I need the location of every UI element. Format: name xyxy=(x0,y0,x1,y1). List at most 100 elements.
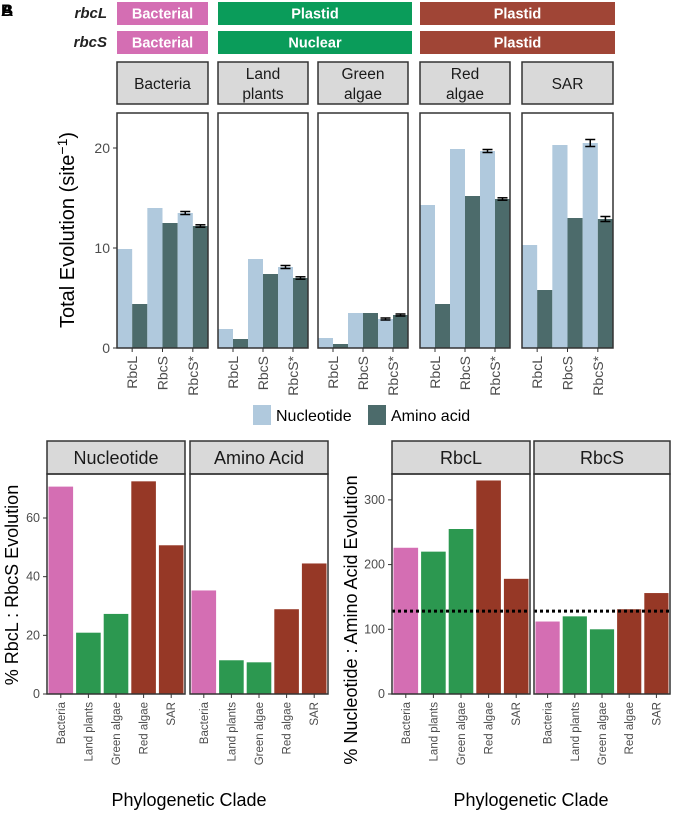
x-tick-label: Bacteria xyxy=(543,701,555,744)
facet-strip-label: RbcS xyxy=(580,448,624,468)
bar-nucleotide xyxy=(278,267,293,348)
bar-nucleotide xyxy=(318,338,333,348)
y-axis-title: Total Evolution (site−1) xyxy=(54,132,79,328)
gene-label: rbcS xyxy=(74,34,107,51)
facet-strip xyxy=(217,61,309,105)
bar-nucleotide xyxy=(348,313,363,348)
x-tick-label: Red algae xyxy=(282,702,294,754)
facet-strip-label: RbcL xyxy=(440,448,482,468)
y-tick-label: 300 xyxy=(364,493,385,507)
bar-amino-acid xyxy=(393,315,408,348)
x-tick-label: RbcS xyxy=(457,356,473,390)
y-tick-label: 40 xyxy=(26,570,40,584)
bar xyxy=(476,480,501,694)
bar-nucleotide xyxy=(480,151,495,348)
x-tick-label: RbcS xyxy=(155,356,171,390)
facet-panel-border xyxy=(521,112,614,349)
facet-panel-border xyxy=(317,112,409,349)
x-tick-label: RbcS* xyxy=(285,355,301,395)
bar-amino-acid xyxy=(263,274,278,348)
x-tick-label: SAR xyxy=(166,702,178,726)
bar xyxy=(158,545,184,694)
bar-amino-acid xyxy=(495,199,510,348)
x-tick-label: Green algae xyxy=(456,702,468,765)
bar xyxy=(393,547,419,694)
legend: Nucleotide Amino acid xyxy=(253,405,470,425)
bar-nucleotide xyxy=(378,319,393,348)
banner-cell xyxy=(117,2,208,25)
facet-strip xyxy=(189,440,329,475)
bar-nucleotide xyxy=(522,245,538,348)
bar-amino-acid xyxy=(363,313,378,348)
bar-nucleotide xyxy=(117,249,133,348)
facet-panel-border xyxy=(46,473,186,695)
bar xyxy=(562,616,587,694)
x-tick-label: SAR xyxy=(309,702,321,726)
bar-amino-acid xyxy=(567,218,583,348)
x-tick-label: Bacteria xyxy=(199,701,211,744)
x-tick-label: Red algae xyxy=(484,702,496,754)
bar-amino-acid xyxy=(132,304,148,348)
facet-panel-border xyxy=(189,473,329,695)
banner-text: Plastid xyxy=(291,7,339,23)
facet-strip xyxy=(391,440,531,475)
y-tick-label: 10 xyxy=(94,240,110,256)
facet-strip-label: Amino Acid xyxy=(214,448,304,468)
x-tick-label: RbcL xyxy=(325,356,341,389)
panel-letter-b: B xyxy=(1,1,13,20)
y-tick-label: 60 xyxy=(26,511,40,525)
bar-nucleotide xyxy=(582,143,598,348)
x-tick-label: RbcS xyxy=(255,356,271,390)
facet-panel-border xyxy=(533,473,671,695)
banner-text: Plastid xyxy=(494,7,542,23)
bar xyxy=(644,593,669,694)
bar xyxy=(76,632,101,694)
x-tick-label: RbcS* xyxy=(487,355,503,395)
x-tick-label: SAR xyxy=(511,702,523,726)
x-tick-label: RbcS xyxy=(355,356,371,390)
facet-strip-label: Land xyxy=(246,66,280,83)
bar-amino-acid xyxy=(465,196,480,348)
legend-label: Amino acid xyxy=(391,408,470,425)
banner-cell xyxy=(218,31,412,54)
facet-strip xyxy=(317,61,409,105)
bar xyxy=(535,621,560,694)
x-tick-label: Bacteria xyxy=(56,701,68,744)
facet-strip-label: plants xyxy=(242,86,284,103)
bar-amino-acid xyxy=(537,290,553,348)
bar-amino-acid xyxy=(192,226,208,348)
facet-strip-label: Nucleotide xyxy=(73,448,158,468)
x-tick-label: Red algae xyxy=(624,702,636,754)
panel-letter-a: A xyxy=(1,1,13,20)
bar-nucleotide xyxy=(177,213,193,348)
facet-strip-label: algae xyxy=(344,86,382,103)
facet-strip-label: Red xyxy=(451,66,479,83)
facet-strip xyxy=(521,61,614,105)
facet-strip xyxy=(116,61,209,105)
bar xyxy=(219,660,244,694)
bar xyxy=(103,613,129,694)
x-tick-label: Bacteria xyxy=(401,701,413,744)
x-tick-label: RbcS* xyxy=(385,355,401,395)
bar xyxy=(191,590,217,694)
banner-cell xyxy=(117,31,208,54)
facet-panel-border xyxy=(391,473,531,695)
x-axis-title: Phylogenetic Clade xyxy=(453,790,608,810)
facet-strip-label: Green xyxy=(341,66,384,83)
y-axis-title-close: ) xyxy=(57,132,79,139)
bar-amino-acid xyxy=(162,223,178,348)
banner-cell xyxy=(420,31,615,54)
x-tick-label: RbcL xyxy=(124,356,140,389)
facet-panel-border xyxy=(217,112,309,349)
bar xyxy=(589,629,615,694)
x-tick-label: RbcL xyxy=(427,356,443,389)
bar-nucleotide xyxy=(147,208,163,348)
bar-nucleotide xyxy=(248,259,263,348)
x-tick-label: Land plants xyxy=(428,702,440,762)
facet-strip-label: algae xyxy=(446,86,484,103)
facet-strip xyxy=(46,440,186,475)
bar-amino-acid xyxy=(435,304,450,348)
legend-swatch-amino xyxy=(368,405,386,425)
x-tick-label: Land plants xyxy=(570,702,582,762)
